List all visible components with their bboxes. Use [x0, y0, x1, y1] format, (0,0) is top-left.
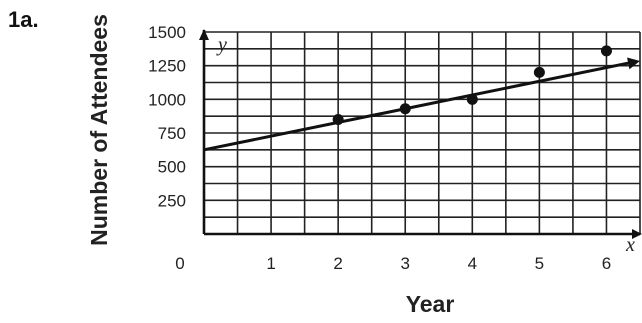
x-tick-label: 2 — [333, 254, 342, 273]
x-tick-label: 4 — [468, 254, 477, 273]
y-tick-label: 1250 — [148, 57, 186, 76]
data-point — [600, 45, 612, 57]
trend-line-group — [203, 57, 640, 152]
y-axis-arrow — [199, 29, 209, 40]
y-axis-variable: y — [216, 34, 227, 56]
problem-label: 1a. — [8, 7, 39, 32]
x-tick-labels: 1 2 3 4 5 6 — [266, 254, 611, 273]
data-point — [399, 103, 411, 115]
grid — [204, 31, 641, 234]
data-points — [332, 45, 612, 126]
x-tick-label: 5 — [535, 254, 544, 273]
y-tick-labels: 250 500 750 1000 1250 1500 — [148, 23, 186, 210]
y-tick-label: 500 — [158, 158, 186, 177]
origin-label: 0 — [175, 254, 184, 273]
x-tick-label: 6 — [602, 254, 611, 273]
data-point — [332, 114, 344, 126]
y-tick-label: 1500 — [148, 23, 186, 42]
axes — [199, 29, 642, 239]
x-tick-label: 3 — [400, 254, 409, 273]
y-axis-title: Number of Attendees — [86, 14, 112, 246]
x-tick-label: 1 — [266, 254, 275, 273]
data-point — [533, 66, 545, 78]
x-axis-variable: x — [625, 234, 635, 256]
y-tick-label: 750 — [158, 124, 186, 143]
trend-line-arrow — [627, 57, 640, 70]
x-axis-title: Year — [406, 291, 455, 317]
x-axis-arrow — [632, 229, 642, 239]
y-tick-label: 250 — [158, 191, 186, 210]
data-point — [466, 93, 478, 105]
y-tick-label: 1000 — [148, 90, 186, 109]
trend-line — [203, 60, 635, 152]
